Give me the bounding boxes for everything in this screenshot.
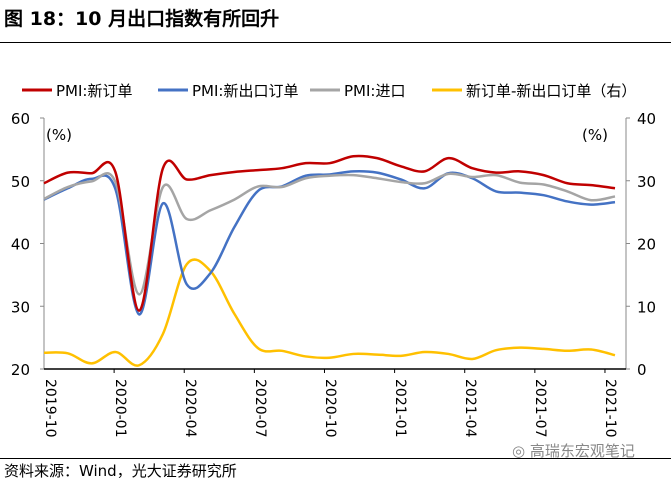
watermark: ◎ 高瑞东宏观笔记 [512,440,635,461]
x-tick-label: 2021-10 [602,379,618,438]
watermark-text: 高瑞东宏观笔记 [529,442,635,460]
left-tick-label: 60 [11,110,30,128]
series-line-1 [43,169,616,316]
left-tick-label: 20 [11,361,30,379]
left-tick-label: 50 [11,173,30,191]
x-tick-label: 2021-04 [462,379,478,438]
x-tick-label: 2021-01 [392,379,408,438]
x-tick-label: 2020-04 [182,379,198,438]
legend-label: PMI:新出口订单 [192,82,298,100]
figure-title: 图 18：10 月出口指数有所回升 [4,8,280,30]
right-tick-label: 30 [637,173,656,191]
legend-label: PMI:进口 [344,82,405,100]
x-tick-label: 2020-10 [322,379,338,438]
legend-label: PMI:新订单 [56,82,132,100]
series-line-3 [43,258,616,367]
title-rule [0,42,671,43]
series-line-0 [43,154,616,312]
left-tick-label: 40 [11,236,30,254]
source-rule [0,458,671,459]
source-note: 资料来源：Wind，光大证券研究所 [4,462,237,480]
right-tick-label: 20 [637,236,656,254]
series-line-2 [43,172,616,296]
x-tick-label: 2021-07 [532,379,548,438]
x-tick-label: 2020-01 [112,379,128,438]
right-tick-label: 10 [637,298,656,316]
left-axis-unit: (%) [46,126,72,144]
right-tick-label: 0 [637,361,647,379]
x-tick-label: 2019-10 [42,379,58,438]
wechat-icon: ◎ [512,442,530,460]
left-tick-label: 30 [11,298,30,316]
right-tick-label: 40 [637,110,656,128]
legend-label: 新订单-新出口订单（右） [466,82,636,100]
right-axis-unit: (%) [582,126,608,144]
x-tick-label: 2020-07 [252,379,268,438]
